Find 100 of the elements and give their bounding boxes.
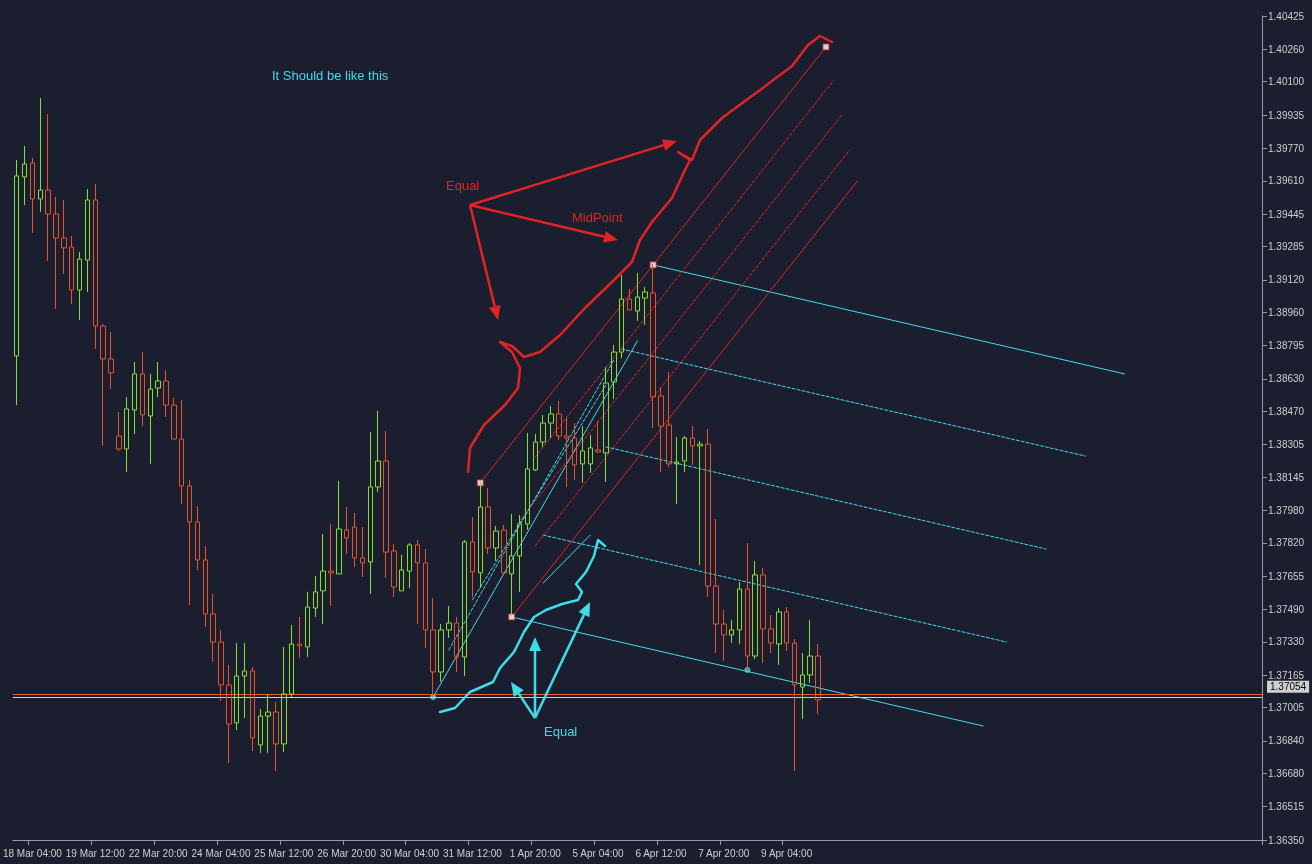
candlestick [250, 666, 255, 752]
candlestick [53, 196, 59, 310]
candlestick [336, 480, 342, 575]
y-tick-label: 1.38305 [1268, 439, 1305, 451]
point [508, 613, 516, 621]
x-tick-label: 25 Mar 12:00 [254, 847, 314, 859]
candlestick [470, 516, 475, 598]
candlestick [30, 157, 35, 234]
x-tick-label: 31 Mar 12:00 [442, 847, 503, 859]
candlestick [682, 435, 687, 473]
candlestick [666, 371, 672, 468]
candlestick [383, 430, 389, 579]
y-tick-label: 1.40260 [1268, 43, 1305, 55]
ref-line-label: 1.37054 [1270, 681, 1307, 693]
candlestick [368, 431, 373, 595]
x-tick-label: 22 Mar 20:00 [128, 847, 189, 859]
candlestick [627, 288, 632, 311]
x-tick-label: 5 Apr 04:00 [572, 847, 625, 859]
candlestick [140, 351, 145, 427]
candlestick [690, 425, 695, 466]
candlestick [116, 411, 122, 452]
candlestick [242, 642, 247, 719]
y-tick-label: 1.38960 [1268, 306, 1305, 318]
y-tick-label: 1.37165 [1268, 669, 1305, 681]
candlestick [148, 373, 153, 465]
candlestick [210, 593, 216, 663]
candlestick [344, 506, 349, 555]
y-tick-label: 1.37655 [1268, 570, 1305, 582]
candlestick [124, 396, 129, 473]
candlestick [533, 433, 538, 472]
candlestick [713, 518, 719, 654]
candlestick [155, 361, 161, 398]
candlestick [297, 616, 302, 659]
candlestick [203, 545, 208, 628]
candlestick [776, 607, 782, 666]
candlestick [595, 420, 601, 454]
candlestick [462, 539, 467, 677]
candlestick [572, 422, 577, 481]
candlestick [360, 526, 365, 578]
y-tick-label: 1.40100 [1268, 76, 1305, 88]
candlestick [163, 369, 169, 418]
candlestick [792, 638, 797, 772]
candlestick [784, 606, 789, 652]
candlestick [234, 642, 239, 731]
y-tick-label: 1.36350 [1268, 834, 1305, 846]
x-tick-label: 6 Apr 12:00 [635, 847, 687, 859]
candlestick [45, 113, 51, 262]
candlestick [525, 432, 530, 531]
y-tick-label: 1.37490 [1268, 603, 1305, 615]
y-tick-label: 1.39445 [1268, 208, 1305, 220]
y-tick-label: 1.39935 [1268, 109, 1305, 121]
candlestick [493, 525, 499, 562]
candlestick [564, 417, 569, 488]
candlestick [171, 397, 177, 440]
candlestick [320, 533, 326, 625]
x-tick-label: 1 Apr 20:00 [509, 847, 562, 859]
candlestick [273, 701, 279, 772]
candlestick [697, 440, 703, 566]
candlestick [548, 405, 554, 439]
candlestick [721, 609, 727, 662]
candlestick [619, 274, 624, 359]
candlestick [501, 524, 507, 574]
candlestick [22, 145, 27, 206]
candlestick [179, 399, 184, 505]
candlestick [226, 664, 232, 764]
candlestick [415, 539, 420, 625]
candlestick [375, 410, 381, 493]
candlestick [635, 272, 640, 322]
y-tick-label: 1.38470 [1268, 405, 1305, 417]
candlestick [705, 428, 711, 598]
y-tick-label: 1.39610 [1268, 175, 1305, 187]
candlestick [485, 487, 491, 555]
candlestick [423, 548, 428, 649]
candlestick [430, 597, 436, 698]
candlestick [438, 623, 444, 683]
y-tick-label: 1.36680 [1268, 767, 1305, 779]
annotation: Equal [446, 178, 480, 193]
annotation: Equal [544, 724, 578, 739]
candlestick [446, 605, 452, 639]
x-tick-label: 9 Apr 04:00 [761, 847, 813, 859]
annotation: MidPoint [572, 210, 623, 225]
candlestick [187, 479, 192, 606]
candlestick [93, 183, 98, 350]
x-tick-label: 7 Apr 20:00 [698, 847, 750, 859]
candlestick [611, 344, 617, 400]
y-tick-label: 1.37005 [1268, 702, 1305, 714]
x-tick-label: 24 Mar 04:00 [191, 847, 251, 859]
candlestick [642, 286, 648, 326]
candlestick [328, 523, 334, 607]
candlestick [100, 323, 106, 447]
candlestick [658, 386, 664, 473]
candlestick [14, 159, 19, 406]
y-tick-label: 1.39285 [1268, 241, 1305, 253]
candlestick [108, 331, 114, 390]
y-tick-label: 1.38795 [1268, 340, 1305, 352]
candlestick [580, 425, 585, 484]
candlestick [38, 97, 43, 213]
candlestick [407, 542, 412, 589]
candlestick [305, 591, 310, 658]
candlestick [800, 652, 805, 720]
